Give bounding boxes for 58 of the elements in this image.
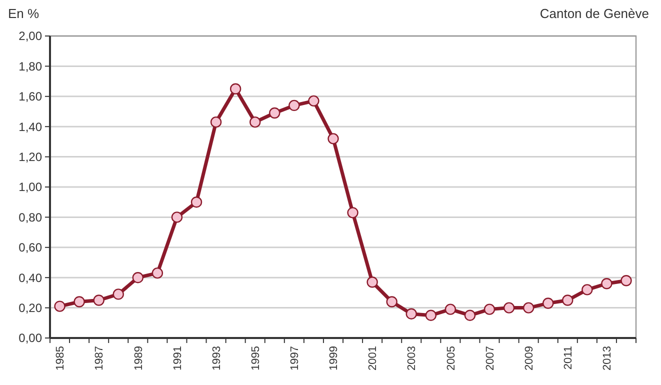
point: [386, 296, 398, 308]
y-tick-label: 0,40: [18, 270, 42, 285]
point: [132, 272, 144, 284]
chart-title: Canton de Genève: [540, 6, 649, 21]
x-tick-label: 2001: [367, 346, 380, 370]
x-tick-label: 1995: [250, 346, 262, 370]
point: [230, 83, 242, 94]
y-tick-label: 2,00: [18, 29, 42, 44]
point: [190, 196, 202, 208]
point: [328, 133, 339, 144]
point: [425, 310, 436, 321]
y-tick-label: 1,20: [18, 150, 42, 164]
x-tick-label: 2003: [406, 346, 418, 370]
y-axis-title: En %: [8, 6, 40, 21]
y-tick-label: 1,60: [18, 90, 42, 104]
point: [250, 116, 261, 128]
x-tick-label: 1993: [210, 346, 223, 370]
x-tick-label: 1991: [172, 346, 184, 370]
x-tick-label: 2005: [445, 346, 458, 370]
y-tick-label: 0,00: [18, 331, 42, 346]
x-tick-label: 2011: [562, 346, 574, 370]
x-tick-label: 2013: [602, 346, 614, 370]
x-tick-label: 1999: [328, 346, 340, 370]
y-tick-label: 0,80: [18, 210, 42, 224]
point: [210, 116, 222, 128]
point: [366, 276, 378, 288]
point: [288, 100, 300, 112]
y-tick-label: 0,60: [18, 240, 42, 255]
point: [308, 95, 320, 107]
point: [562, 294, 574, 306]
point: [464, 310, 476, 321]
x-tick-label: 1987: [94, 346, 106, 370]
x-tick-label: 1985: [54, 346, 67, 370]
x-tick-label: 2009: [523, 346, 536, 370]
y-tick-label: 1,80: [18, 59, 42, 74]
point: [503, 302, 515, 314]
x-tick-label: 1989: [132, 346, 145, 370]
x-tick-label: 1997: [289, 346, 302, 370]
point: [484, 304, 496, 315]
point: [601, 278, 612, 290]
point: [347, 207, 358, 218]
point: [93, 294, 104, 306]
point: [269, 107, 280, 119]
y-tick-label: 1,00: [18, 180, 42, 194]
point: [542, 298, 554, 309]
point: [522, 302, 534, 314]
point: [54, 300, 66, 312]
point: [582, 284, 593, 296]
point: [406, 308, 417, 320]
point: [74, 296, 85, 308]
point: [171, 212, 183, 223]
point: [152, 267, 164, 279]
y-tick-label: 0,20: [18, 301, 42, 315]
x-tick-label: 2007: [484, 346, 496, 370]
point: [112, 288, 124, 300]
y-tick-label: 1,40: [18, 120, 42, 134]
point: [444, 304, 456, 315]
point: [620, 275, 632, 286]
